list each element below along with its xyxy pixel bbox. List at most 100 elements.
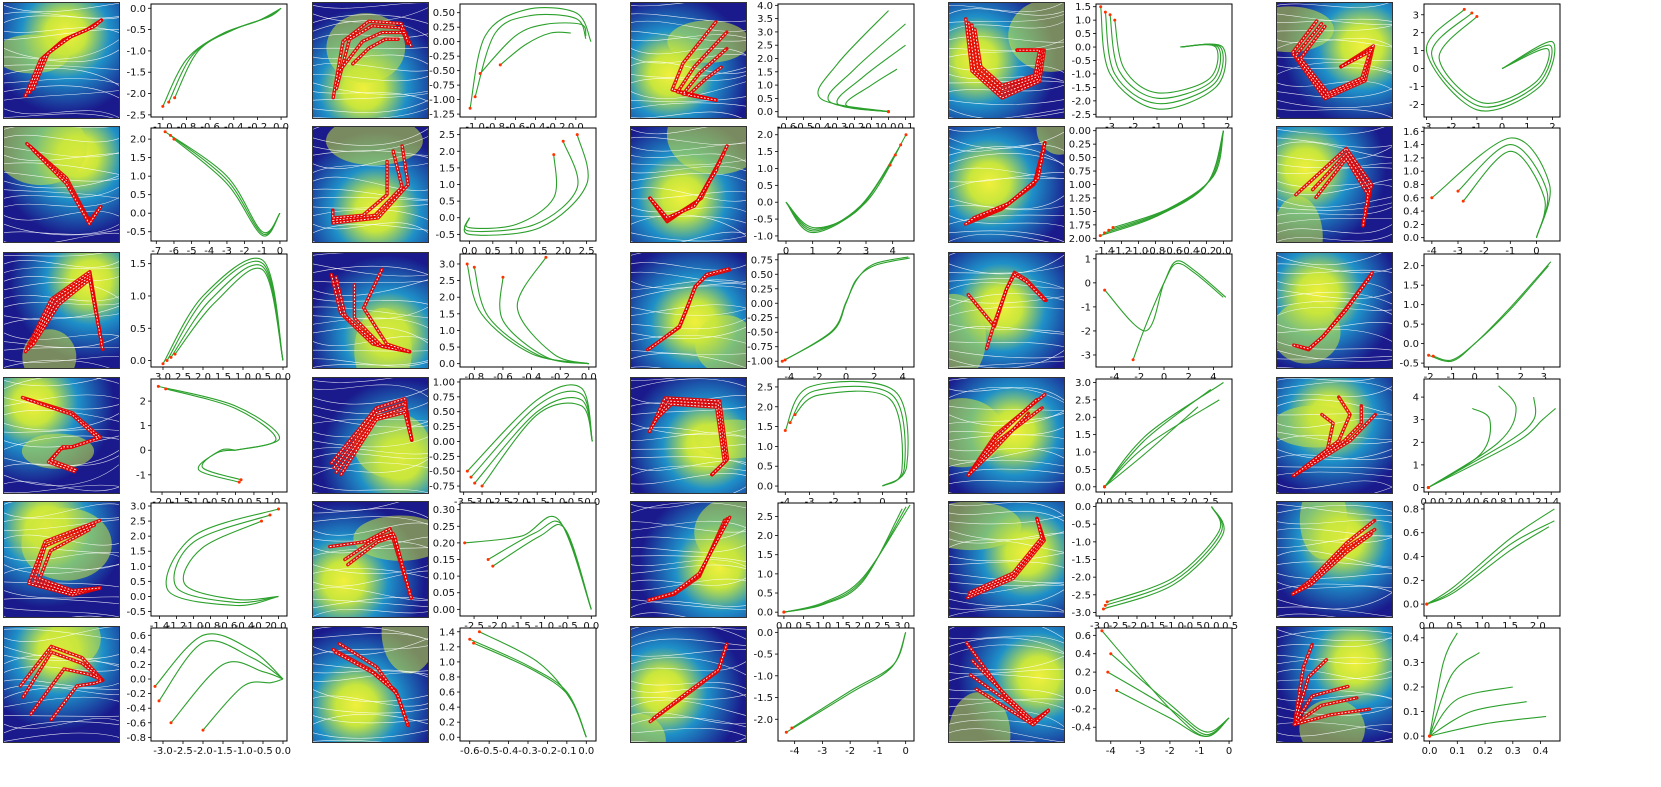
y-tick-label: 1.0 (757, 569, 773, 580)
streamline (949, 387, 1064, 403)
trajectory-start-point (784, 730, 788, 734)
x-tick-label: 0.5 (1222, 621, 1238, 632)
y-tick-label: 0.0 (130, 356, 146, 367)
reproduction-path (1293, 405, 1362, 477)
trajectory-plot: -7 -6 -5 -4 -3 -2 -1 0 2.0 1.5 1.0 0.5 0.0 -0.5 (126, 127, 288, 257)
streamline (631, 544, 746, 553)
vector-field-plot (1277, 627, 1392, 742)
x-tick-label: 0.0 (583, 621, 599, 632)
potential-region (381, 627, 428, 674)
trajectory-line (165, 508, 279, 607)
trajectory-panel: -2 -1 0 1 2 3 2.0 1.5 1.0 0.5 0.0 -0.5 (1399, 253, 1600, 387)
vector-field-panel (948, 2, 1065, 119)
y-tick-label: 0.5 (1075, 465, 1091, 476)
streamline (1277, 636, 1392, 647)
vector-field-plot (631, 127, 746, 242)
streamline (631, 727, 746, 737)
y-tick-label: 2.0 (1403, 261, 1419, 272)
y-tick-label: 3 (1413, 10, 1419, 21)
streamline (313, 100, 428, 113)
streamline (1277, 724, 1392, 737)
y-tick-label: -0.75 (747, 342, 773, 353)
y-tick-label: 0.6 (439, 688, 455, 699)
x-tick-label: 0.0 (271, 621, 287, 632)
trajectory-plot: -0.6-0.5-0.4-0.3-0.2-0.10.00.14.03.53.02… (757, 1, 915, 133)
streamline (313, 730, 428, 739)
trajectory-line (165, 388, 277, 451)
streamline (631, 34, 746, 41)
streamline (313, 280, 428, 284)
streamline (4, 146, 119, 158)
y-tick-label: 0.0 (1075, 482, 1091, 493)
y-tick-label: 3.0 (757, 27, 773, 38)
axes-frame (150, 627, 288, 742)
trajectory-start-point (165, 359, 169, 363)
streamline (949, 146, 1064, 166)
y-tick-label: -2 (1081, 326, 1091, 337)
streamline (1277, 291, 1392, 305)
vector-field-plot (4, 627, 119, 742)
x-tick-label: -2 (1424, 372, 1434, 383)
x-tick-label: 0.5 (796, 621, 812, 632)
vector-field-panel (3, 501, 120, 618)
trajectory-plot: -1.0-0.8-0.6-0.4-0.20.00.500.250.00-0.25… (429, 3, 597, 133)
streamline (1277, 722, 1392, 734)
trajectory-line (1438, 16, 1550, 104)
y-tick-label: 1.5 (439, 163, 455, 174)
streamline (4, 85, 119, 99)
reproduction-path (655, 403, 725, 475)
streamline (4, 253, 104, 257)
y-tick-label: 0.5 (439, 343, 455, 354)
trajectory-line (499, 31, 571, 66)
streamline (1277, 654, 1392, 664)
y-tick-label: 0.5 (1403, 320, 1419, 331)
vector-field-plot (1277, 378, 1392, 493)
trajectory-line (463, 134, 589, 236)
vector-field-plot (631, 3, 746, 118)
x-tick-label: -4 (1106, 746, 1116, 757)
streamline (4, 162, 119, 175)
trajectory-line (202, 678, 284, 731)
vector-field-panel (948, 626, 1065, 743)
streamline (631, 102, 746, 110)
streamline (631, 465, 746, 476)
trajectory-start-point (552, 153, 556, 157)
axes-frame (1095, 378, 1233, 493)
trajectory-plot: -3-2-10123210-1-2 (1409, 3, 1561, 133)
streamline (313, 502, 400, 512)
y-tick-label: 0 (1085, 278, 1091, 289)
reproduction-path (352, 38, 398, 65)
vector-field-panel (3, 252, 120, 369)
trajectory-start-point (1425, 602, 1429, 606)
y-tick-label: 0.2 (1403, 682, 1419, 693)
trajectory-start-point (468, 637, 472, 641)
trajectory-plot: 0.00.51.01.52.02.53.02.52.01.51.00.50.0 (1075, 378, 1233, 508)
trajectory-line (1429, 652, 1480, 737)
streamline (949, 350, 1064, 368)
vector-field-plot (631, 253, 746, 368)
streamline (313, 154, 428, 169)
trajectory-start-point (157, 699, 161, 703)
streamline (949, 21, 1064, 32)
trajectory-plot: -0.8 -0.6 -0.4 -0.2 0.0 3.0 2.5 2.0 1.5 1.0 0.5 0.0 (439, 253, 597, 383)
streamline (949, 413, 1064, 424)
streamline (1277, 573, 1392, 579)
y-tick-label: -0.4 (126, 704, 146, 715)
x-tick-label: -0.2 (252, 621, 272, 632)
trajectory-start-point (472, 641, 476, 645)
y-tick-label: -1.5 (1071, 555, 1091, 566)
reproduction-path (970, 674, 1049, 724)
vector-field-panel (1276, 2, 1393, 119)
y-tick-label: 0.50 (751, 270, 773, 281)
streamline (1277, 431, 1392, 445)
y-tick-label: 0.0 (1403, 233, 1419, 244)
streamline (313, 265, 428, 275)
trajectory-start-point (172, 137, 176, 141)
trajectory-start-point (491, 564, 495, 568)
streamline (4, 78, 119, 85)
streamline (1277, 486, 1392, 493)
streamline (1277, 378, 1376, 382)
axes-frame (1423, 627, 1561, 742)
